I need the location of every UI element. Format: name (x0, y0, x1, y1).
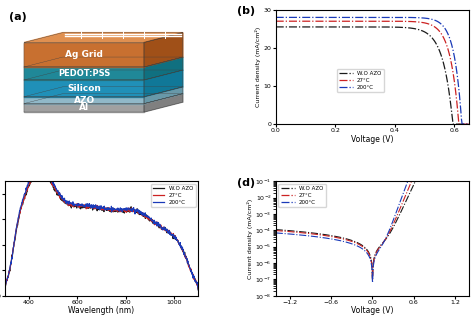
Text: PEDOT:PSS: PEDOT:PSS (58, 69, 110, 78)
Text: Al: Al (79, 103, 89, 112)
Polygon shape (144, 57, 183, 80)
Polygon shape (24, 32, 183, 43)
Polygon shape (144, 94, 183, 112)
Polygon shape (24, 70, 183, 80)
Polygon shape (24, 94, 183, 104)
X-axis label: Voltage (V): Voltage (V) (351, 306, 394, 315)
Polygon shape (24, 43, 144, 67)
Polygon shape (24, 87, 183, 97)
X-axis label: Wavelength (nm): Wavelength (nm) (68, 306, 135, 315)
Polygon shape (144, 70, 183, 97)
Polygon shape (24, 104, 144, 112)
Text: (a): (a) (9, 12, 27, 22)
Text: AZO: AZO (73, 96, 95, 105)
Polygon shape (24, 97, 144, 104)
Text: Silicon: Silicon (67, 84, 101, 93)
Polygon shape (144, 32, 183, 67)
Text: Ag Grid: Ag Grid (65, 50, 103, 59)
Text: (d): (d) (237, 178, 255, 188)
Polygon shape (144, 87, 183, 104)
Polygon shape (24, 57, 183, 67)
Polygon shape (24, 67, 144, 80)
Legend: W.O AZO, 27°C, 200°C: W.O AZO, 27°C, 200°C (279, 184, 326, 207)
Legend: W.O AZO, 27°C, 200°C: W.O AZO, 27°C, 200°C (151, 184, 195, 207)
Polygon shape (24, 80, 144, 97)
Y-axis label: Current density (mA/cm²): Current density (mA/cm²) (246, 199, 253, 279)
Legend: W.O AZO, 27°C, 200°C: W.O AZO, 27°C, 200°C (337, 69, 384, 92)
Y-axis label: Current density (mA/cm²): Current density (mA/cm²) (255, 27, 261, 107)
Text: (b): (b) (237, 6, 255, 16)
X-axis label: Voltage (V): Voltage (V) (351, 135, 394, 144)
